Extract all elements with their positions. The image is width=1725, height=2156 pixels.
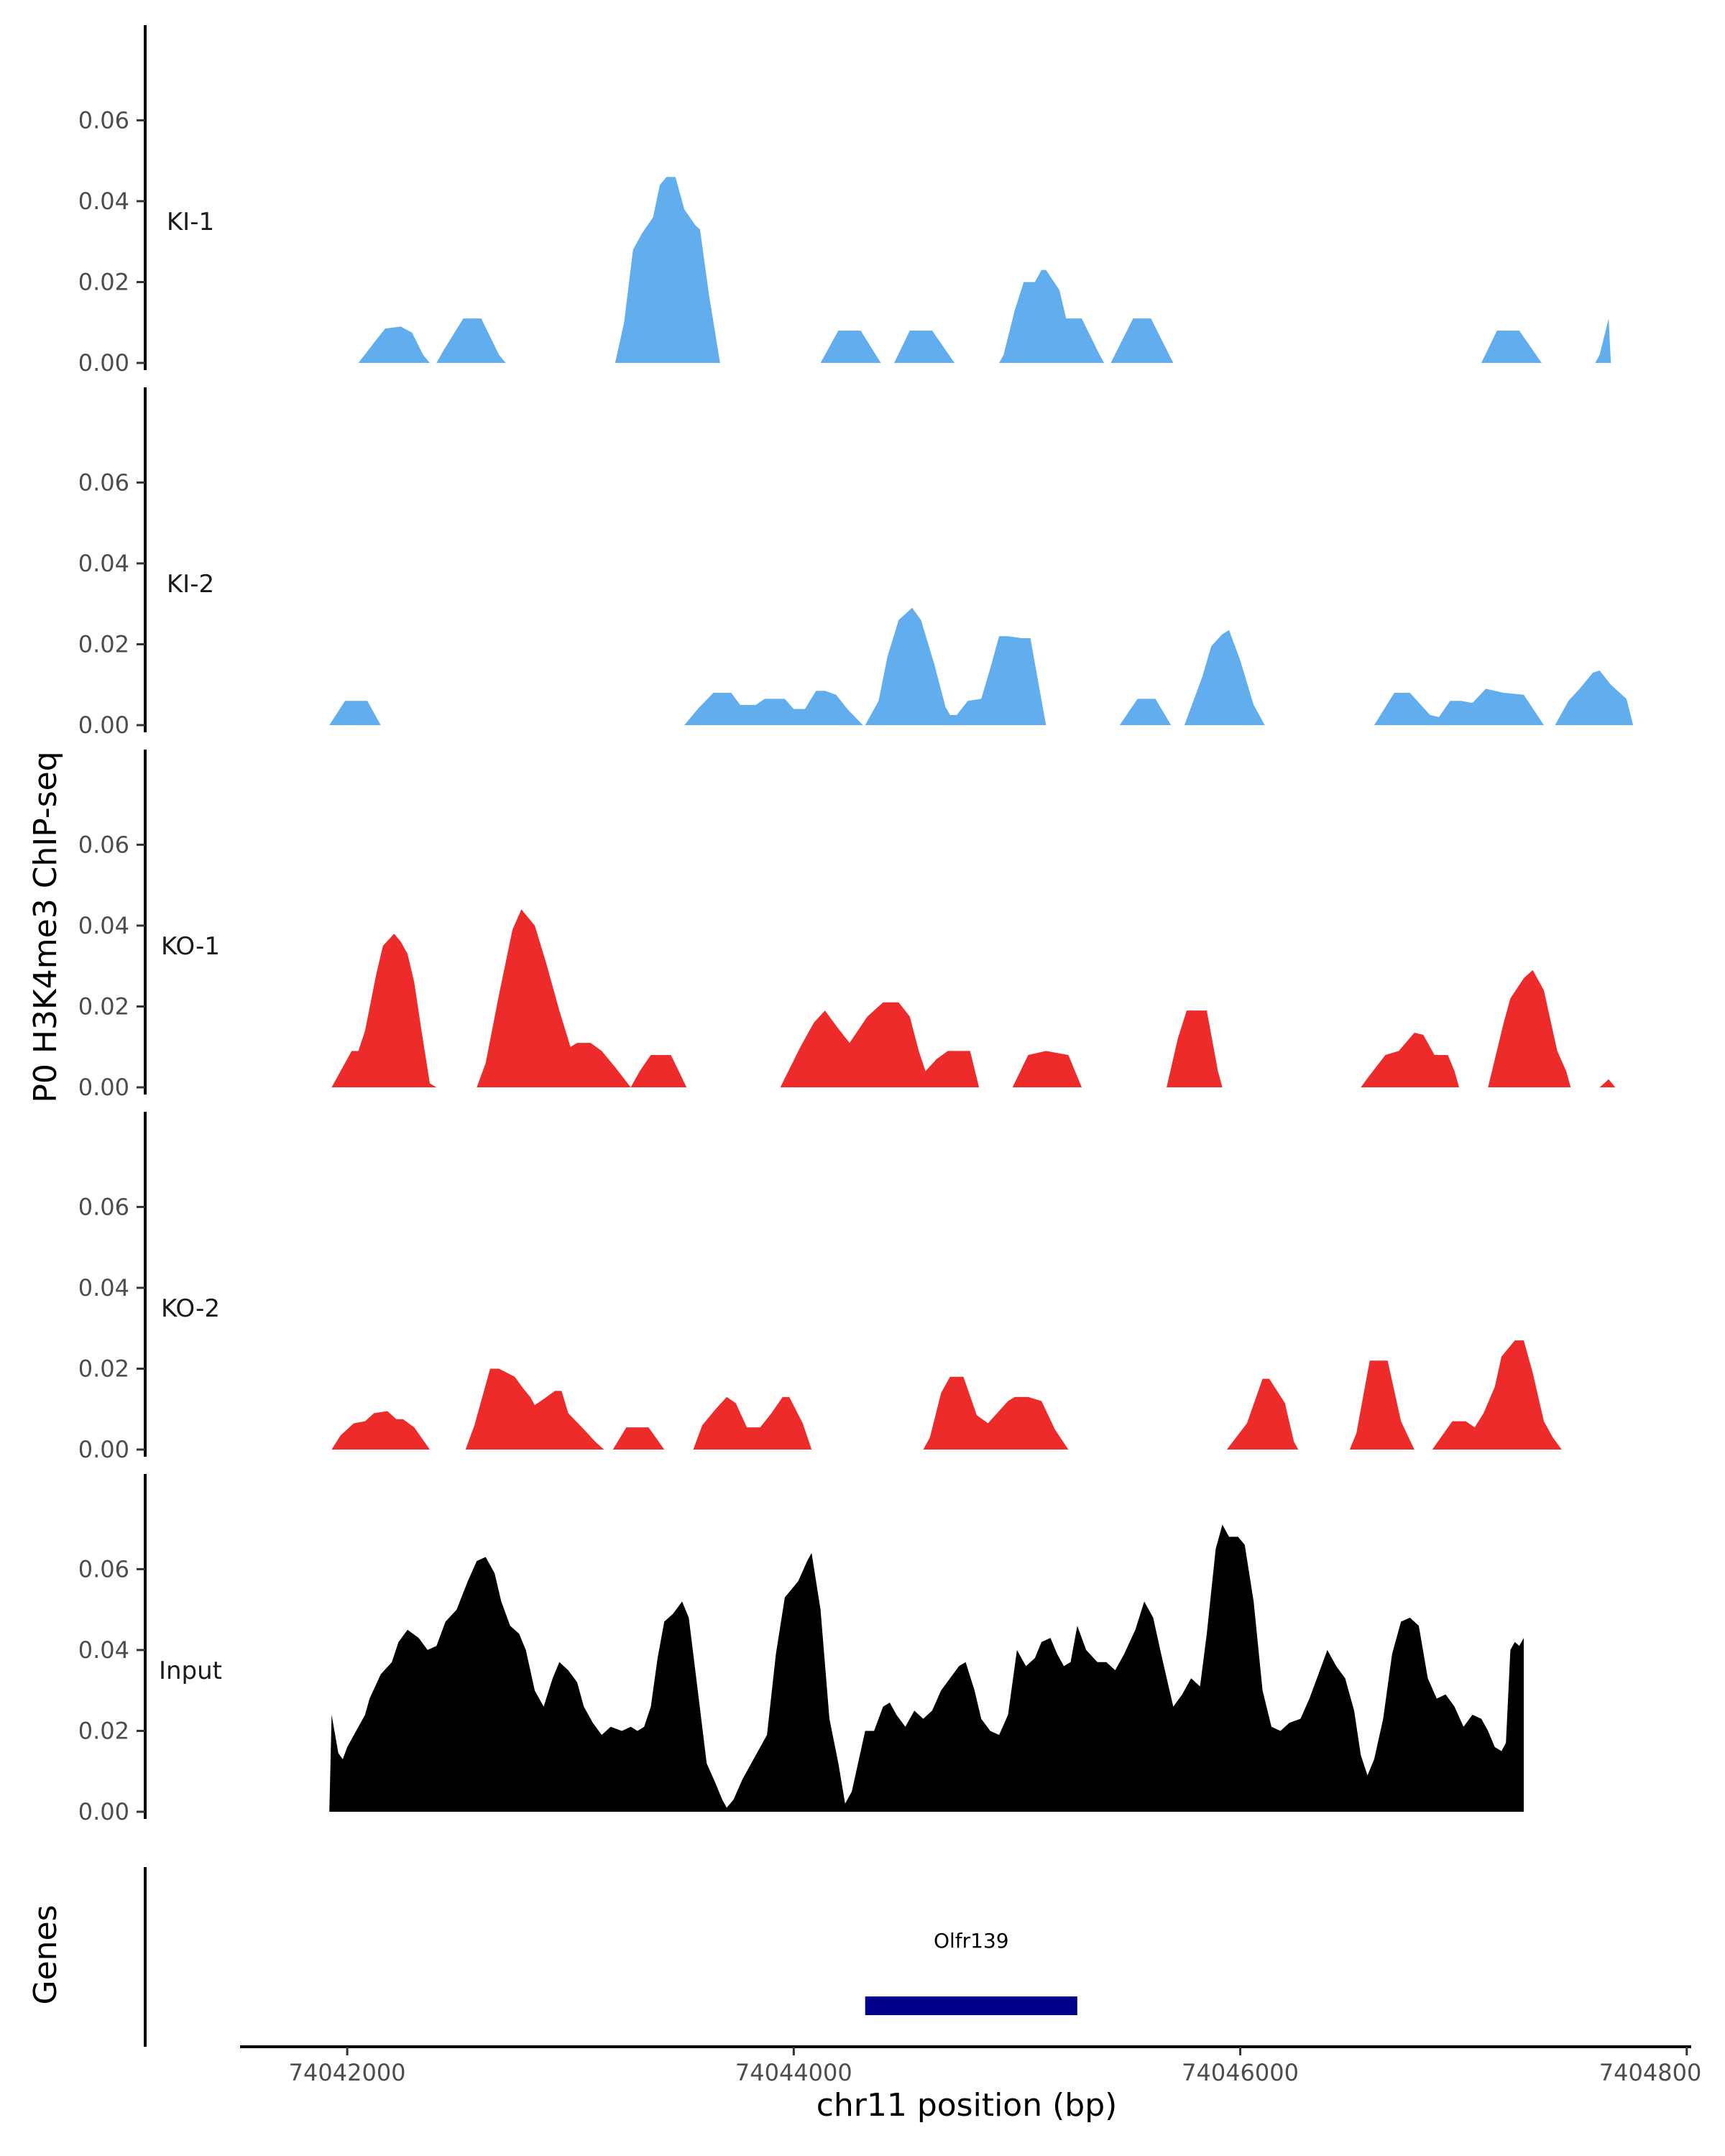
x-axis-title: chr11 position (bp): [816, 2087, 1118, 2124]
y-axis-title: P0 H3K4me3 ChIP-seq: [27, 751, 64, 1102]
y-tick-label: 0.00: [78, 1436, 129, 1463]
y-tick-label: 0.02: [78, 268, 129, 295]
y-tick-label: 0.06: [78, 831, 129, 858]
x-tick-label: 74046000: [1182, 2059, 1299, 2086]
track-label: KO-1: [161, 932, 220, 961]
y-tick-label: 0.02: [78, 992, 129, 1020]
y-tick-label: 0.00: [78, 711, 129, 739]
x-tick-label: 74044000: [735, 2059, 852, 2086]
y-tick-label: 0.04: [78, 188, 129, 215]
gene-label: Olfr139: [934, 1929, 1009, 1953]
tracks-layer: 0.00 0.02 0.04 0.06 KI-1 0.00 0.02 0.04 0.06 KI-2…: [78, 25, 1634, 1825]
y-tick-label: 0.02: [78, 1355, 129, 1382]
y-tick-label: 0.04: [78, 550, 129, 577]
y-tick-label: 0.00: [78, 1798, 129, 1825]
track-label: KI-1: [167, 208, 214, 236]
y-tick-label: 0.06: [78, 469, 129, 496]
gene-body-olfr139: [865, 1996, 1077, 2015]
x-tick-label: 7404800: [1599, 2059, 1702, 2086]
track-ki-2: 0.00 0.02 0.04 0.06 KI-2: [78, 387, 1634, 739]
y-tick-label: 0.06: [78, 1193, 129, 1220]
y-tick-label: 0.04: [78, 1636, 129, 1664]
track-ki-1: 0.00 0.02 0.04 0.06 KI-1: [78, 25, 1611, 377]
x-tick-label: 74042000: [289, 2059, 406, 2086]
signal-area-input: [329, 1524, 1524, 1812]
x-axis: 74042000 74044000 74046000 7404800: [240, 2045, 1702, 2086]
signal-area-ko-1: [325, 909, 1616, 1087]
y-tick-label: 0.02: [78, 1717, 129, 1744]
track-label: Input: [159, 1657, 222, 1685]
signal-area-ki-1: [325, 177, 1611, 363]
y-tick-label: 0.00: [78, 349, 129, 377]
signal-area-ko-2: [325, 1340, 1562, 1450]
track-label: KI-2: [167, 570, 214, 599]
y-tick-label: 0.06: [78, 106, 129, 134]
y-tick-label: 0.04: [78, 912, 129, 939]
genes-axis-title: Genes: [27, 1904, 64, 2004]
signal-area-ki-2: [325, 607, 1634, 725]
y-tick-label: 0.06: [78, 1555, 129, 1583]
y-tick-label: 0.02: [78, 630, 129, 658]
track-ko-1: 0.00 0.02 0.04 0.06 KO-1: [78, 750, 1616, 1101]
y-tick-label: 0.00: [78, 1074, 129, 1101]
track-input: 0.00 0.02 0.04 0.06 Input: [78, 1474, 1524, 1825]
y-tick-label: 0.04: [78, 1274, 129, 1302]
track-label: KO-2: [161, 1294, 220, 1323]
track-ko-2: 0.00 0.02 0.04 0.06 KO-2: [78, 1112, 1562, 1463]
genes-layer: Olfr139: [144, 1867, 1077, 2047]
